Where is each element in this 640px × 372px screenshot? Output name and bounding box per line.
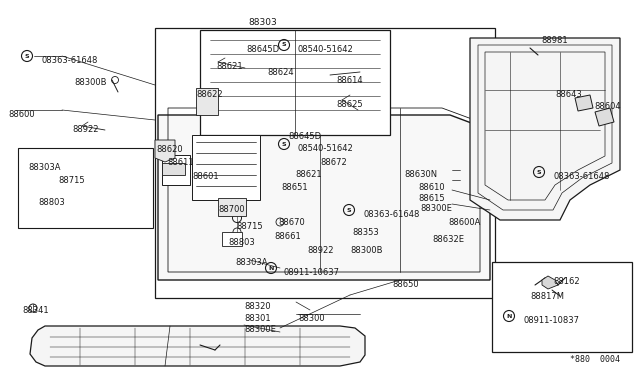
Text: 88715: 88715 <box>236 222 262 231</box>
Text: 88645D: 88645D <box>246 45 279 54</box>
Text: 88715: 88715 <box>58 176 84 185</box>
Text: N: N <box>268 266 274 270</box>
Text: 88320: 88320 <box>244 302 271 311</box>
Text: 88301: 88301 <box>244 314 271 323</box>
Polygon shape <box>155 140 175 162</box>
Text: 88621: 88621 <box>216 62 243 71</box>
Text: 88610: 88610 <box>418 183 445 192</box>
Text: S: S <box>282 141 286 147</box>
Text: 08363-61648: 08363-61648 <box>363 210 419 219</box>
Text: 88620: 88620 <box>156 145 182 154</box>
Text: 88600: 88600 <box>8 110 35 119</box>
Text: *880  0004: *880 0004 <box>570 356 620 365</box>
Text: 88611: 88611 <box>167 158 194 167</box>
Text: 88600A: 88600A <box>448 218 481 227</box>
Text: 88922: 88922 <box>307 246 333 255</box>
Text: 88817M: 88817M <box>530 292 564 301</box>
Text: 88803: 88803 <box>38 198 65 207</box>
Bar <box>18 148 153 228</box>
Text: 08540-51642: 08540-51642 <box>297 144 353 153</box>
Bar <box>222 232 242 246</box>
Text: N: N <box>506 314 512 318</box>
Text: 88632E: 88632E <box>432 235 464 244</box>
Text: 88341: 88341 <box>22 306 49 315</box>
Text: 08540-51642: 08540-51642 <box>298 45 354 54</box>
Text: 08363-61648: 08363-61648 <box>554 172 611 181</box>
Text: S: S <box>282 42 286 48</box>
Text: 88803: 88803 <box>228 238 255 247</box>
Bar <box>162 155 190 185</box>
Polygon shape <box>595 108 614 126</box>
Text: 08363-61648: 08363-61648 <box>42 56 99 65</box>
Text: 88614: 88614 <box>336 76 363 85</box>
Text: S: S <box>537 170 541 174</box>
Text: 88303: 88303 <box>248 18 276 27</box>
Text: 88700: 88700 <box>218 205 244 214</box>
Polygon shape <box>470 38 620 220</box>
Text: 88300B: 88300B <box>74 78 106 87</box>
Text: 88621: 88621 <box>295 170 322 179</box>
Text: 88604: 88604 <box>594 102 621 111</box>
Polygon shape <box>542 276 558 289</box>
Text: S: S <box>347 208 351 212</box>
Polygon shape <box>192 135 260 200</box>
Polygon shape <box>30 326 365 366</box>
Text: 88300: 88300 <box>298 314 324 323</box>
Text: 88162: 88162 <box>553 277 580 286</box>
Text: 88981: 88981 <box>541 36 568 45</box>
Text: 88601: 88601 <box>192 172 219 181</box>
Polygon shape <box>162 163 185 175</box>
Text: 88622: 88622 <box>196 90 223 99</box>
Bar <box>492 262 632 352</box>
Text: 88650: 88650 <box>392 280 419 289</box>
Bar <box>218 198 246 216</box>
Text: 88672: 88672 <box>320 158 347 167</box>
Text: 88303A: 88303A <box>235 258 268 267</box>
Text: 88300B: 88300B <box>350 246 383 255</box>
Polygon shape <box>196 88 218 115</box>
Bar <box>200 30 390 135</box>
Text: 88661: 88661 <box>274 232 301 241</box>
Text: 88645D: 88645D <box>288 132 321 141</box>
Text: 88625: 88625 <box>336 100 363 109</box>
Text: 88651: 88651 <box>281 183 308 192</box>
Text: 88300E: 88300E <box>244 325 276 334</box>
Polygon shape <box>575 95 593 111</box>
Polygon shape <box>158 115 490 280</box>
Text: 88300E: 88300E <box>420 204 452 213</box>
Text: 08911-10637: 08911-10637 <box>284 268 340 277</box>
Text: 88670: 88670 <box>278 218 305 227</box>
Text: 88615: 88615 <box>418 194 445 203</box>
Text: 88303A: 88303A <box>28 163 61 172</box>
Text: 88630N: 88630N <box>404 170 437 179</box>
Text: 08911-10837: 08911-10837 <box>523 316 579 325</box>
Bar <box>155 28 495 298</box>
Text: S: S <box>25 54 29 58</box>
Text: 88353: 88353 <box>352 228 379 237</box>
Text: 88922: 88922 <box>72 125 99 134</box>
Text: 88624: 88624 <box>267 68 294 77</box>
Text: 88643: 88643 <box>555 90 582 99</box>
